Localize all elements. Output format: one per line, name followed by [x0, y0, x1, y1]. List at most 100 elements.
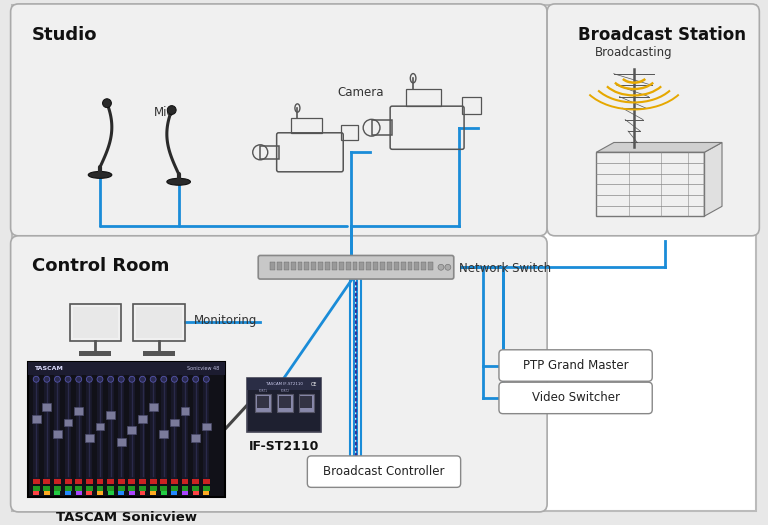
Text: Broadcast Controller: Broadcast Controller [323, 465, 445, 478]
Bar [170, 418, 179, 426]
Bar [150, 486, 157, 491]
Bar [171, 491, 177, 495]
Bar [415, 262, 419, 270]
Bar [192, 479, 199, 485]
Bar [180, 407, 190, 415]
Bar [257, 396, 269, 408]
Bar [140, 491, 145, 495]
Bar [86, 491, 92, 495]
Bar [86, 479, 93, 485]
Circle shape [151, 376, 156, 382]
Text: Video Switcher: Video Switcher [531, 392, 620, 404]
Bar [108, 479, 114, 485]
Bar [346, 262, 351, 270]
Bar [255, 394, 271, 412]
Bar [181, 479, 188, 485]
Bar [161, 375, 167, 481]
Bar [192, 486, 199, 491]
Bar [140, 375, 145, 481]
FancyBboxPatch shape [11, 236, 547, 512]
Text: Broadcast Station: Broadcast Station [578, 26, 746, 44]
Bar [270, 262, 275, 270]
Bar [65, 375, 71, 481]
Bar [65, 479, 71, 485]
Bar [202, 423, 210, 430]
Text: PTP Grand Master: PTP Grand Master [523, 359, 628, 372]
Bar [341, 125, 358, 140]
Circle shape [140, 376, 145, 382]
Bar [137, 307, 181, 338]
Circle shape [204, 376, 209, 382]
Bar [108, 486, 114, 491]
Bar [204, 375, 209, 481]
Bar [161, 486, 167, 491]
Text: TASCAM: TASCAM [35, 366, 63, 371]
Bar [422, 262, 426, 270]
Bar [380, 262, 385, 270]
Bar [31, 415, 41, 423]
Polygon shape [704, 142, 722, 216]
FancyBboxPatch shape [499, 350, 652, 381]
Bar [290, 262, 296, 270]
Bar [108, 375, 114, 481]
Bar [76, 375, 81, 481]
Ellipse shape [167, 178, 190, 185]
Bar [372, 120, 392, 135]
Bar [97, 375, 103, 481]
Bar [182, 375, 188, 481]
Text: Network Switch: Network Switch [458, 262, 551, 275]
Bar [72, 307, 118, 338]
Bar [304, 262, 310, 270]
Text: Studio: Studio [32, 26, 98, 44]
Text: TASCAM IF-ST2110: TASCAM IF-ST2110 [266, 382, 303, 386]
Bar [279, 396, 290, 408]
Bar [33, 491, 39, 495]
Bar [55, 375, 61, 481]
Bar [43, 479, 50, 485]
Bar [65, 486, 71, 491]
Bar [387, 262, 392, 270]
FancyBboxPatch shape [307, 456, 461, 487]
Bar [74, 407, 83, 415]
Bar [311, 262, 316, 270]
Bar [75, 479, 82, 485]
Bar [284, 262, 289, 270]
Bar [76, 491, 81, 495]
Ellipse shape [88, 172, 112, 179]
Bar [118, 479, 124, 485]
Bar [401, 262, 406, 270]
Bar [118, 486, 124, 491]
Bar [462, 97, 481, 114]
Bar [79, 351, 111, 356]
Circle shape [193, 376, 199, 382]
Bar [171, 486, 178, 491]
Bar [406, 89, 441, 106]
Bar [95, 423, 104, 430]
Bar [181, 486, 188, 491]
Circle shape [118, 376, 124, 382]
Bar [332, 262, 337, 270]
Bar [118, 375, 124, 481]
Bar [150, 479, 157, 485]
Circle shape [167, 106, 176, 114]
Bar [325, 262, 330, 270]
Bar [106, 411, 115, 418]
Bar [171, 375, 177, 481]
Circle shape [182, 376, 188, 382]
Bar [97, 486, 104, 491]
Bar [44, 375, 50, 481]
Bar [54, 479, 61, 485]
Bar [43, 486, 50, 491]
Bar [299, 394, 314, 412]
Text: Mic: Mic [154, 106, 174, 119]
Bar [247, 379, 321, 390]
Bar [129, 375, 135, 481]
Bar [359, 262, 364, 270]
Bar [260, 145, 279, 159]
Bar [151, 375, 156, 481]
Bar [42, 403, 51, 411]
Bar [65, 491, 71, 495]
Bar [117, 438, 126, 446]
Text: Monitoring: Monitoring [194, 314, 257, 327]
FancyBboxPatch shape [547, 4, 760, 236]
